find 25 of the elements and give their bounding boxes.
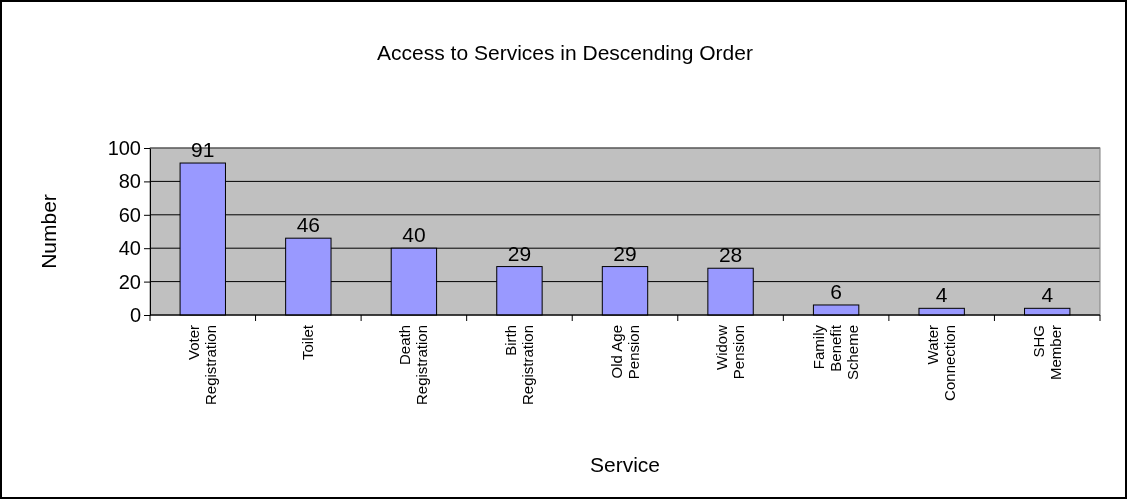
data-label: 46 <box>296 213 321 237</box>
y-tick-label: 0 <box>129 303 141 326</box>
y-tick-label: 80 <box>118 170 141 193</box>
y-tick-label: 20 <box>118 270 141 293</box>
x-tick-label: SHG Member <box>1029 325 1064 381</box>
data-label: 91 <box>191 138 215 162</box>
x-tick-label: Toilet <box>299 324 317 361</box>
x-axis-title: Service <box>589 453 661 476</box>
y-axis-title: Number <box>37 194 60 269</box>
data-label: 4 <box>935 283 948 307</box>
x-tick-label: Death Registration <box>396 325 431 406</box>
y-tick-label: 100 <box>107 136 141 159</box>
data-label: 28 <box>718 243 743 267</box>
x-tick-label: Water Connection <box>924 325 959 401</box>
data-label: 4 <box>1041 283 1054 307</box>
data-label: 40 <box>402 223 426 247</box>
data-label: 6 <box>830 279 842 303</box>
chart-title: Access to Services in Descending Order <box>377 41 753 64</box>
y-tick-label: 60 <box>118 203 141 226</box>
x-tick-label: Widow Pension <box>713 324 748 380</box>
x-tick-label: Voter Registration <box>185 325 220 406</box>
x-tick-label: Birth Registration <box>501 325 536 406</box>
x-tick-label: Old Age Pension <box>607 325 642 380</box>
x-tick-label: Family Benefit Scheme <box>810 324 862 381</box>
y-tick-label: 40 <box>118 237 141 260</box>
